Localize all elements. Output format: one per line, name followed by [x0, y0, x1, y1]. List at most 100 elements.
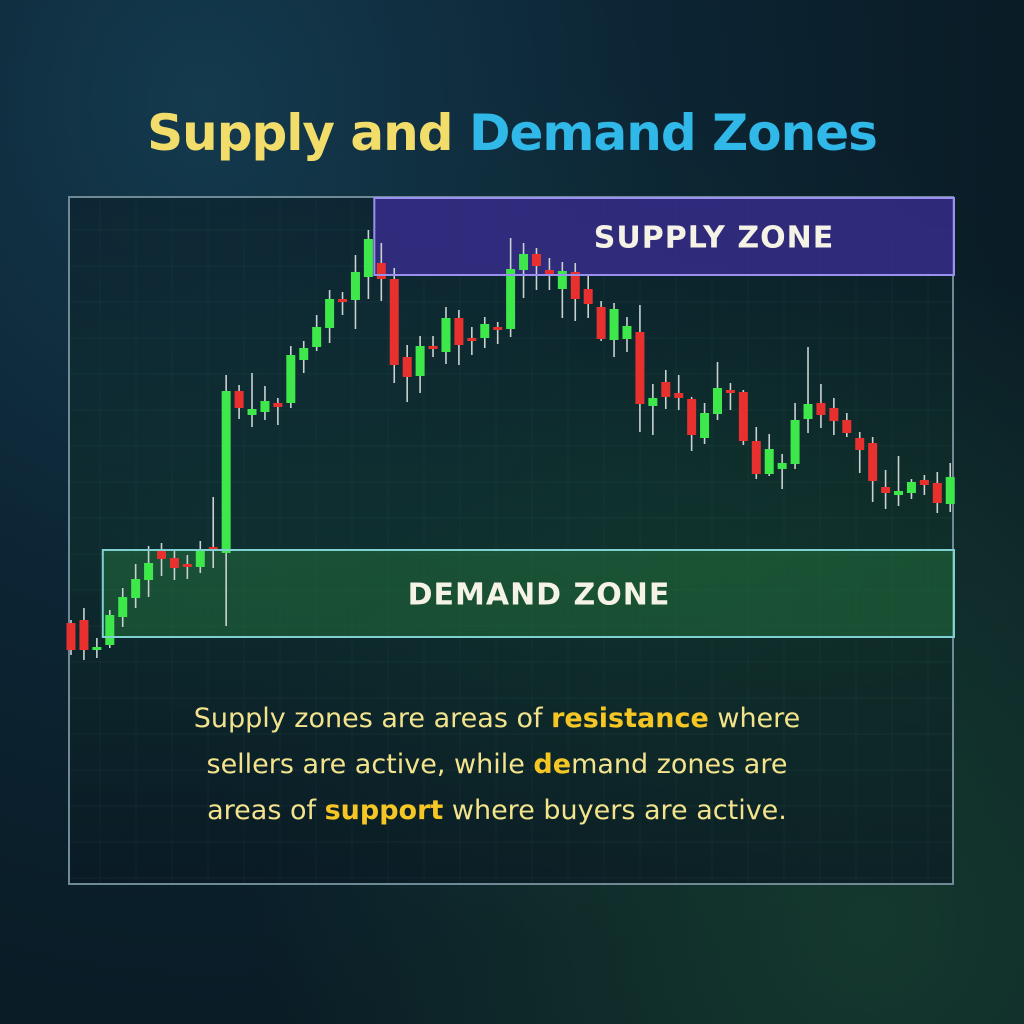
candle-body [234, 391, 244, 408]
candle-body [169, 558, 179, 568]
candle-body [66, 623, 76, 650]
candle [557, 262, 567, 318]
candle-body [312, 327, 322, 347]
candle-body [932, 483, 942, 503]
candle-body [725, 390, 735, 393]
candle-body [105, 615, 115, 645]
candle [131, 564, 141, 608]
candle [777, 454, 787, 489]
candle [402, 345, 412, 402]
candle [816, 384, 826, 428]
candle [713, 362, 722, 420]
candle-body [247, 409, 257, 415]
candle-body [376, 263, 386, 279]
candle [906, 479, 916, 499]
candle [648, 384, 658, 435]
candle [803, 347, 813, 433]
candle [182, 555, 192, 579]
supply-zone-border [373, 197, 955, 276]
candle-body [350, 272, 360, 300]
candle [454, 310, 464, 365]
candle-body [829, 408, 839, 421]
text: where [708, 703, 801, 734]
candle [286, 346, 296, 408]
candle [661, 370, 671, 409]
candle-body [570, 272, 580, 299]
candle-body [894, 491, 904, 495]
candle-body [454, 318, 464, 345]
candle-body [519, 254, 529, 270]
candle [234, 385, 244, 419]
candle-body [92, 647, 102, 650]
candle [609, 303, 619, 357]
candle-body [286, 355, 296, 403]
candle [519, 243, 529, 298]
description-line-1: Supply zones are areas of resistance whe… [100, 696, 894, 742]
candle [299, 341, 309, 373]
candle-body [195, 549, 205, 567]
candle [389, 268, 399, 383]
candle [855, 432, 865, 473]
candle [700, 403, 710, 444]
candle-body [803, 404, 813, 419]
text: mand zones are [571, 749, 788, 780]
candle-body [790, 420, 800, 464]
description-line-2: sellers are active, while demand zones a… [100, 742, 894, 788]
candle-body [648, 398, 658, 406]
candle-body [661, 382, 671, 397]
candle-body [622, 326, 632, 339]
candle [829, 398, 839, 435]
candle-body [635, 332, 645, 404]
keyword-resistance: resistance [551, 703, 709, 734]
candle-body [919, 480, 929, 485]
candle [428, 336, 438, 357]
candle [169, 550, 179, 580]
candle-body [415, 346, 425, 376]
description-line-3: areas of support where buyers are active… [100, 788, 894, 834]
candle [415, 336, 425, 393]
candle [531, 248, 541, 290]
candle [919, 475, 929, 495]
candle [596, 301, 606, 341]
candle [622, 317, 632, 352]
candle [325, 290, 335, 343]
demand-zone-border [101, 549, 956, 638]
candle-body [738, 392, 748, 441]
title-part-demand: Demand Zones [468, 104, 878, 162]
candle [273, 398, 283, 425]
candle-body [751, 441, 761, 474]
candle-body [881, 487, 891, 493]
candle-body [480, 324, 490, 338]
candle-body [182, 564, 192, 567]
candle-body [842, 420, 852, 433]
title-part-supply: Supply and [147, 104, 453, 162]
text: where buyers are active. [443, 795, 787, 826]
candle [506, 238, 516, 337]
text: sellers are active, while [206, 749, 534, 780]
text: areas of [207, 795, 325, 826]
candles [66, 230, 955, 660]
candle [635, 305, 645, 432]
candle-body [544, 270, 554, 274]
keyword-support: support [324, 795, 444, 826]
demand-zone-label: DEMAND ZONE [408, 578, 671, 613]
candle-body [855, 438, 865, 450]
candle [363, 230, 373, 299]
candle-body [441, 318, 451, 352]
candle [338, 292, 348, 315]
candle-body [531, 254, 541, 266]
candle [312, 315, 322, 351]
candle [932, 472, 942, 513]
candle [493, 322, 503, 344]
candle [105, 610, 115, 648]
candle [66, 620, 76, 655]
candle [260, 386, 270, 420]
candle-body [338, 299, 348, 302]
candle-body [208, 547, 218, 550]
text: Supply zones are areas of [193, 703, 552, 734]
candle [144, 546, 154, 597]
candle [894, 456, 904, 506]
candle [583, 276, 593, 318]
demand-zone [102, 550, 955, 637]
